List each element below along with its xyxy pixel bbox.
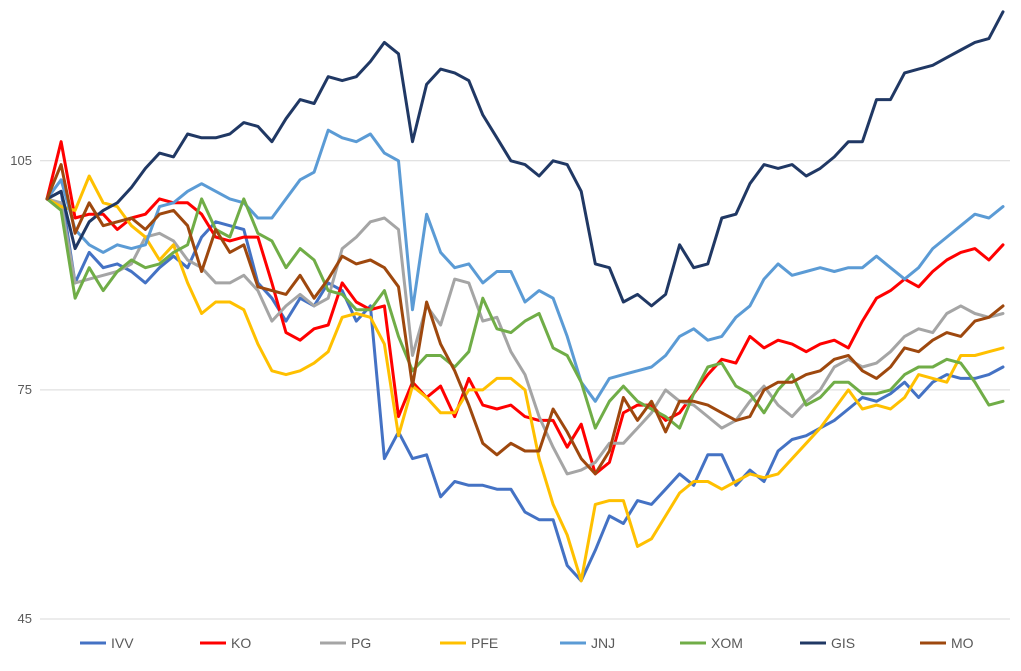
legend-label-pfe: PFE — [471, 635, 498, 651]
legend-label-xom: XOM — [711, 635, 743, 651]
series-line-xom — [45, 197, 1005, 430]
series-line-pfe — [45, 174, 1005, 583]
series-line-ivv — [45, 189, 1005, 583]
y-tick-label: 45 — [18, 611, 32, 626]
series-line-ko — [45, 140, 1005, 476]
y-tick-label: 75 — [18, 382, 32, 397]
legend-label-mo: MO — [951, 635, 974, 651]
legend-label-ivv: IVV — [111, 635, 134, 651]
series-line-pg — [45, 197, 1005, 476]
y-tick-label: 105 — [10, 153, 32, 168]
legend-label-gis: GIS — [831, 635, 855, 651]
y-axis-tick-labels: 45 75 105 — [10, 153, 32, 626]
legend: IVV KO PG PFE JNJ XOM GIS MO — [80, 635, 974, 651]
legend-label-ko: KO — [231, 635, 251, 651]
series-line-mo — [45, 163, 1005, 476]
series-line-gis — [45, 10, 1005, 308]
series-lines — [45, 10, 1005, 583]
legend-label-pg: PG — [351, 635, 371, 651]
series-line-jnj — [45, 128, 1005, 403]
legend-label-jnj: JNJ — [591, 635, 615, 651]
